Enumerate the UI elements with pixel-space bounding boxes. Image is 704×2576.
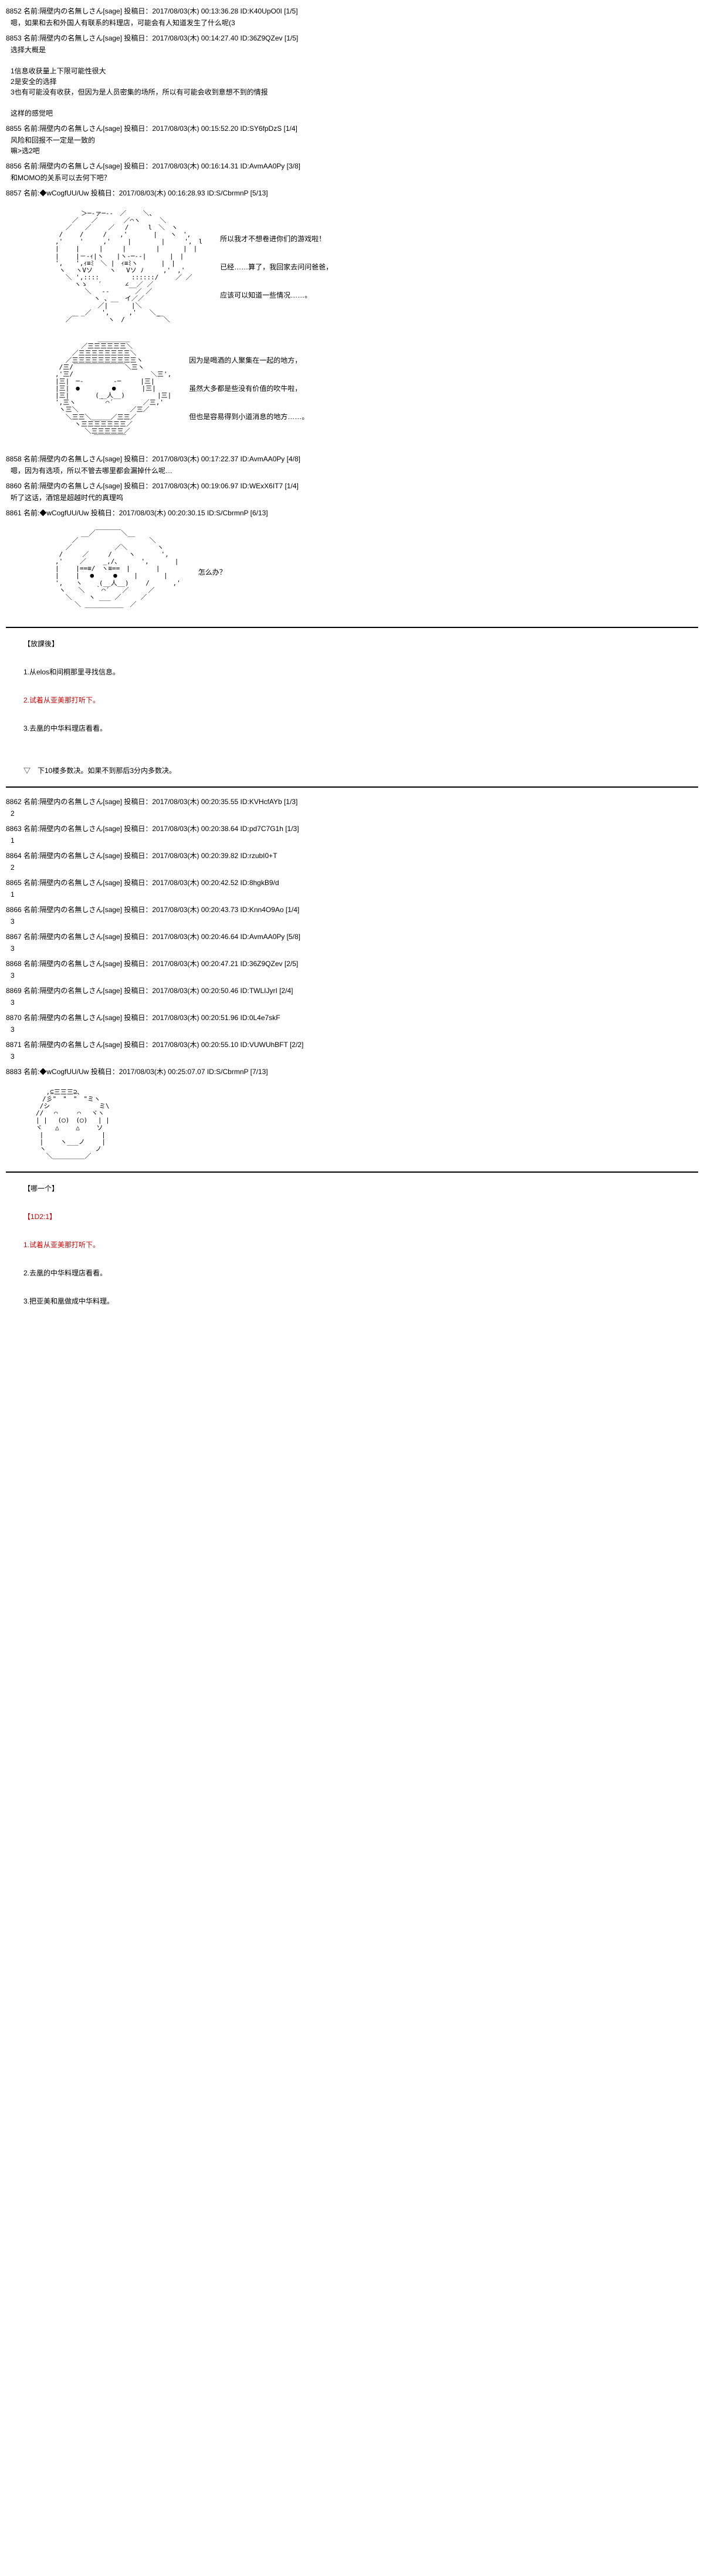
post-body: 1 (11, 835, 698, 846)
choice-section-2: 【哪一个】 【1D2:1】 1.试着从亚美那打听下。 2.去凰的中华料理店看看。… (23, 1181, 698, 1308)
post-body: 2 (11, 862, 698, 873)
post-8869: 8869 名前:隔壁内の名無しさん[sage] 投稿日：2017/08/03(木… (6, 985, 698, 1008)
post-body: 风险和回报不一定是一致的 嘛>选2吧 (11, 135, 698, 156)
dialogue-3: 怎么办？ (198, 565, 226, 579)
post-body: 和MOMO的关系可以去何下吧？ (11, 173, 698, 183)
post-body: 2 (11, 808, 698, 819)
post-header: 8857 名前:◆wCogfUU/Uw 投稿日：2017/08/03(木) 00… (6, 188, 698, 198)
post-8856: 8856 名前:隔壁内の名無しさん[sage] 投稿日：2017/08/03(木… (6, 161, 698, 183)
post-body: 3 (11, 970, 698, 981)
post-8867: 8867 名前:隔壁内の名無しさん[sage] 投稿日：2017/08/03(木… (6, 931, 698, 954)
post-8864: 8864 名前:隔壁内の名無しさん[sage] 投稿日：2017/08/03(木… (6, 850, 698, 873)
post-header: 8853 名前:隔壁内の名無しさん[sage] 投稿日：2017/08/03(木… (6, 33, 698, 43)
post-body: 嗯，因为有选项，所以不管去哪里都会漏掉什么呢… (11, 465, 698, 476)
post-8870: 8870 名前:隔壁内の名無しさん[sage] 投稿日：2017/08/03(木… (6, 1012, 698, 1035)
post-8857: 8857 名前:◆wCogfUU/Uw 投稿日：2017/08/03(木) 00… (6, 188, 698, 198)
post-8883: 8883 名前:◆wCogfUU/Uw 投稿日：2017/08/03(木) 00… (6, 1066, 698, 1077)
dialogue-2-line-2: 虽然大多都是些没有价值的吹牛啦， (189, 381, 309, 396)
dice-result: 【1D2:1】 (23, 1210, 698, 1224)
post-8855: 8855 名前:隔壁内の名無しさん[sage] 投稿日：2017/08/03(木… (6, 123, 698, 156)
section-title: 【放課後】 (23, 637, 698, 651)
post-8862: 8862 名前:隔壁内の名無しさん[sage] 投稿日：2017/08/03(木… (6, 796, 698, 819)
choice-section-1: 【放課後】 1.从elos和间桐那里寻找信息。 2.试着从亚美那打听下。 3.去… (23, 637, 698, 778)
post-header: 8865 名前:隔壁内の名無しさん[sage] 投稿日：2017/08/03(木… (6, 877, 698, 888)
posts-list-3: 8862 名前:隔壁内の名無しさん[sage] 投稿日：2017/08/03(木… (6, 796, 698, 1077)
aa-art-4: ,⊆三三三⊇､ /彡" " " "ミヽ /シ ミ\ // ⌒ ⌒ ヾヽ | | … (29, 1089, 698, 1160)
post-header: 8855 名前:隔壁内の名無しさん[sage] 投稿日：2017/08/03(木… (6, 123, 698, 134)
divider (6, 1171, 698, 1173)
post-header: 8869 名前:隔壁内の名無しさん[sage] 投稿日：2017/08/03(木… (6, 985, 698, 996)
result-option-1: 1.试着从亚美那打听下。 (23, 1238, 698, 1252)
dialogue-1-line-2: 已经……算了，我回家去问问爸爸， (220, 260, 333, 274)
post-header: 8861 名前:◆wCogfUU/Uw 投稿日：2017/08/03(木) 00… (6, 508, 698, 518)
post-8866: 8866 名前:隔壁内の名無しさん[sage] 投稿日：2017/08/03(木… (6, 904, 698, 927)
post-body: 3 (11, 943, 698, 954)
post-body: 3 (11, 1051, 698, 1062)
aa-face: ,⊆三三三⊇､ /彡" " " "ミヽ /シ ミ\ // ⌒ ⌒ ヾヽ | | … (29, 1089, 110, 1160)
post-body: 选择大概是 1信息收获量上下限可能性很大 2是安全的选择 3也有可能没有收获，但… (11, 45, 698, 119)
divider (6, 627, 698, 628)
post-body: 嗯，如果和去和外国人有联系的料理店，可能会有人知道发生了什么呢(3 (11, 18, 698, 28)
post-8858: 8858 名前:隔壁内の名無しさん[sage] 投稿日：2017/08/03(木… (6, 454, 698, 476)
post-8853: 8853 名前:隔壁内の名無しさん[sage] 投稿日：2017/08/03(木… (6, 33, 698, 119)
dialogue-1-line-1: 所以我才不想卷进你们的游戏啦！ (220, 232, 333, 246)
option-3: 3.去凰的中华料理店看看。 (23, 721, 698, 735)
aa-art-2: ＿＿＿＿＿ ／三三三三三三＼ ／三三三三三三三三＼ ／三三三三三三三三三三ヽ /… (29, 336, 698, 442)
post-header: 8863 名前:隔壁内の名無しさん[sage] 投稿日：2017/08/03(木… (6, 823, 698, 834)
divider (6, 786, 698, 788)
post-header: 8866 名前:隔壁内の名無しさん[sage] 投稿日：2017/08/03(木… (6, 904, 698, 915)
post-header: 8852 名前:隔壁内の名無しさん[sage] 投稿日：2017/08/03(木… (6, 6, 698, 16)
vote-note: ▽ 下10楼多数决。如果不到那后3分内多数决。 (23, 764, 698, 778)
result-option-2: 2.去凰的中华料理店看看。 (23, 1266, 698, 1280)
post-8863: 8863 名前:隔壁内の名無しさん[sage] 投稿日：2017/08/03(木… (6, 823, 698, 846)
post-header: 8864 名前:隔壁内の名無しさん[sage] 投稿日：2017/08/03(木… (6, 850, 698, 861)
post-8860: 8860 名前:隔壁内の名無しさん[sage] 投稿日：2017/08/03(木… (6, 481, 698, 503)
post-body: 1 (11, 889, 698, 900)
post-body: 3 (11, 1024, 698, 1035)
post-8865: 8865 名前:隔壁内の名無しさん[sage] 投稿日：2017/08/03(木… (6, 877, 698, 900)
dialogue-2-line-3: 但也是容易得到小道消息的地方……。 (189, 410, 309, 424)
option-1: 1.从elos和间桐那里寻找信息。 (23, 665, 698, 679)
option-2: 2.试着从亚美那打听下。 (23, 693, 698, 707)
section-title-2: 【哪一个】 (23, 1181, 698, 1196)
post-header: 8871 名前:隔壁内の名無しさん[sage] 投稿日：2017/08/03(木… (6, 1039, 698, 1050)
post-header: 8867 名前:隔壁内の名無しさん[sage] 投稿日：2017/08/03(木… (6, 931, 698, 942)
post-body: 3 (11, 916, 698, 927)
dialogue-1-line-3: 应该可以知道一些情况……。 (220, 288, 333, 302)
posts-list: 8852 名前:隔壁内の名無しさん[sage] 投稿日：2017/08/03(木… (6, 6, 698, 198)
post-body: 3 (11, 997, 698, 1008)
aa-art-1: ＞─‐ァ─‐- ／ ＼､ ／ ／ ／⌒ヽ ＼ ／ ／ ／ / l ＼ ヽ / /… (29, 210, 698, 324)
dialogue-2-line-1: 因为是喝酒的人聚集在一起的地方， (189, 353, 309, 367)
post-header: 8868 名前:隔壁内の名無しさん[sage] 投稿日：2017/08/03(木… (6, 958, 698, 969)
aa-art-3: __／￣￣￣￣＼__ ／ ＼ ／ ／＼ ヽ / ／ / ヽ ', ,' ／ _,… (29, 530, 698, 615)
post-8871: 8871 名前:隔壁内の名無しさん[sage] 投稿日：2017/08/03(木… (6, 1039, 698, 1062)
post-header: 8858 名前:隔壁内の名無しさん[sage] 投稿日：2017/08/03(木… (6, 454, 698, 464)
posts-list-2: 8858 名前:隔壁内の名無しさん[sage] 投稿日：2017/08/03(木… (6, 454, 698, 518)
post-header: 8870 名前:隔壁内の名無しさん[sage] 投稿日：2017/08/03(木… (6, 1012, 698, 1023)
result-option-3: 3.把亚美和凰做成中华料理。 (23, 1294, 698, 1308)
post-header: 8856 名前:隔壁内の名無しさん[sage] 投稿日：2017/08/03(木… (6, 161, 698, 171)
post-8852: 8852 名前:隔壁内の名無しさん[sage] 投稿日：2017/08/03(木… (6, 6, 698, 28)
post-8861: 8861 名前:◆wCogfUU/Uw 投稿日：2017/08/03(木) 00… (6, 508, 698, 518)
post-8868: 8868 名前:隔壁内の名無しさん[sage] 投稿日：2017/08/03(木… (6, 958, 698, 981)
post-header: 8860 名前:隔壁内の名無しさん[sage] 投稿日：2017/08/03(木… (6, 481, 698, 491)
post-header: 8883 名前:◆wCogfUU/Uw 投稿日：2017/08/03(木) 00… (6, 1066, 698, 1077)
post-body: 听了这话，酒馆是超越时代的真理呜 (11, 492, 698, 503)
post-header: 8862 名前:隔壁内の名無しさん[sage] 投稿日：2017/08/03(木… (6, 796, 698, 807)
